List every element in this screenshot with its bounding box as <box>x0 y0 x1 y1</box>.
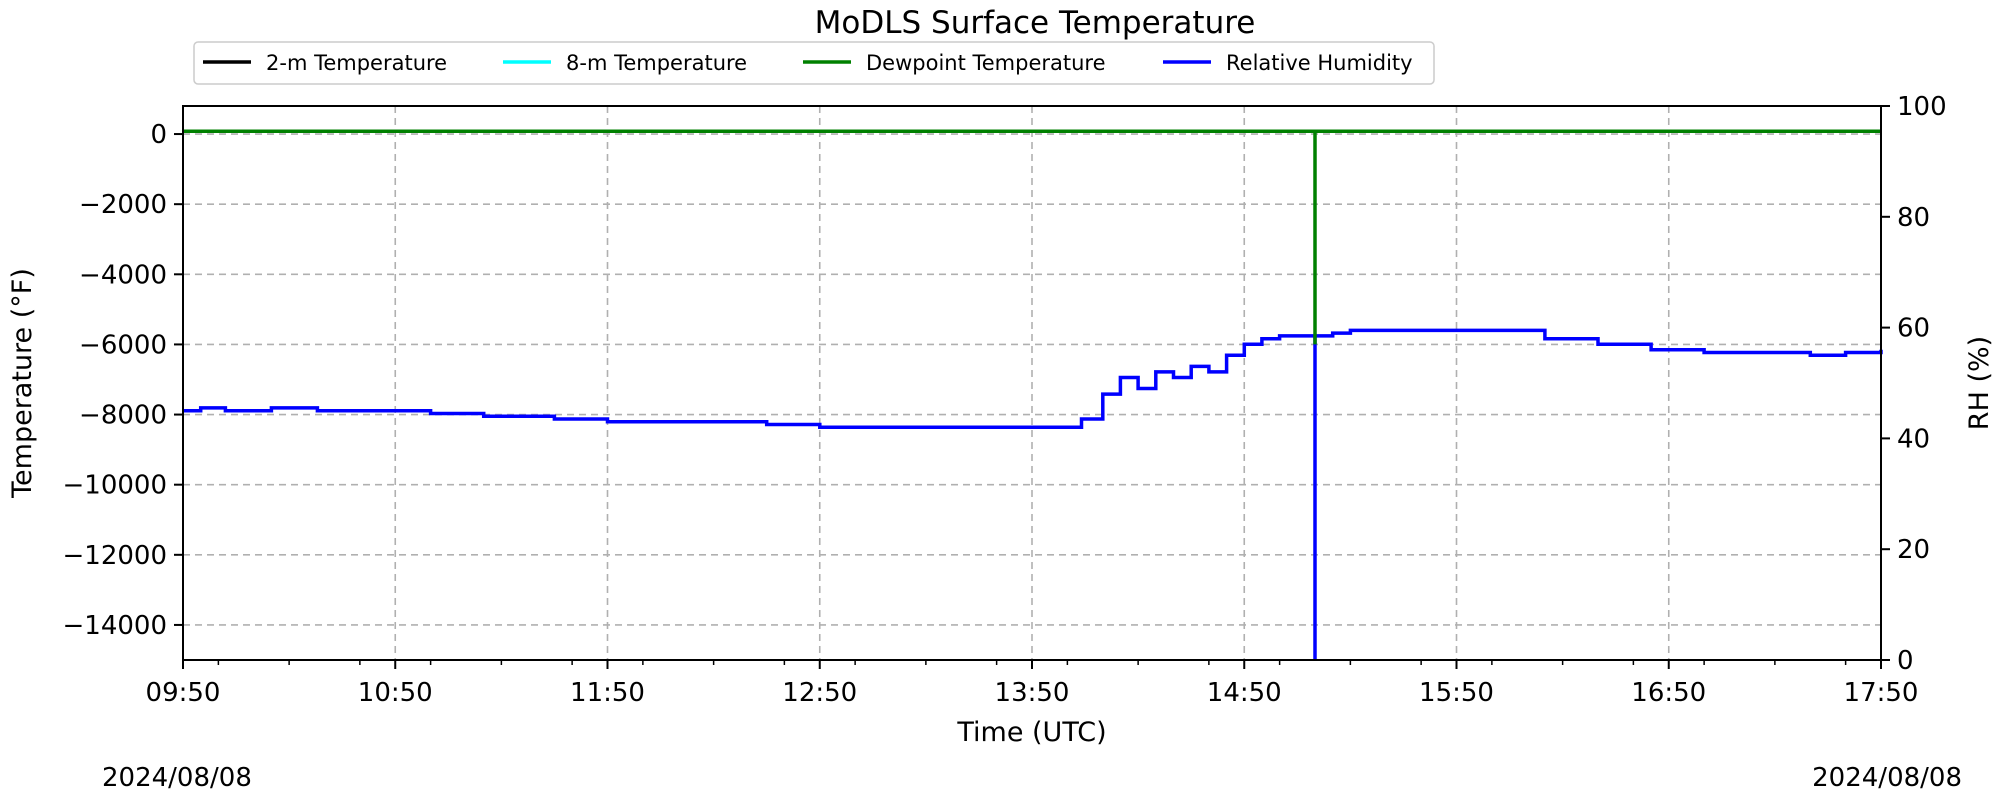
x-axis: 09:50 10:50 11:50 12:50 13:50 14:50 15:50 16:50… <box>146 660 1919 708</box>
y-tick-label: −4000 <box>79 260 167 290</box>
y-tick-label: −2000 <box>79 190 167 220</box>
series-line-relative-humidity <box>183 328 1883 660</box>
x-tick-label: 12:50 <box>782 678 857 708</box>
y-tick-label: 0 <box>150 120 167 150</box>
y2-tick-label: 80 <box>1897 203 1930 233</box>
x-tick-label: 13:50 <box>995 678 1070 708</box>
y2-tick-label: 0 <box>1897 646 1914 676</box>
y-axis-right: 100 80 60 40 20 0 <box>1881 92 1947 676</box>
x-tick-label: 10:50 <box>358 678 433 708</box>
x-tick-label: 16:50 <box>1631 678 1706 708</box>
y-tick-label: −10000 <box>63 471 168 501</box>
x-tick-label: 11:50 <box>570 678 645 708</box>
y-tick-label: −8000 <box>79 401 167 431</box>
y-tick-label: −6000 <box>79 330 167 360</box>
y2-axis-label: RH (%) <box>1964 336 1995 430</box>
legend-label: Relative Humidity <box>1226 51 1413 75</box>
x-tick-label: 15:50 <box>1419 678 1494 708</box>
series-line-dewpoint-temperature <box>183 129 1881 345</box>
y2-tick-label: 60 <box>1897 314 1930 344</box>
legend-label: Dewpoint Temperature <box>866 51 1106 75</box>
date-right: 2024/08/08 <box>1812 763 1962 793</box>
date-left: 2024/08/08 <box>102 763 252 793</box>
plot-lines <box>183 129 1883 660</box>
x-tick-label: 09:50 <box>146 678 221 708</box>
chart-title: MoDLS Surface Temperature <box>815 5 1256 41</box>
y2-tick-label: 20 <box>1897 535 1930 565</box>
x-tick-label: 17:50 <box>1844 678 1919 708</box>
y-tick-label: −14000 <box>63 611 168 641</box>
legend-label: 2-m Temperature <box>266 51 447 75</box>
x-axis-label: Time (UTC) <box>956 717 1106 748</box>
y2-tick-label: 40 <box>1897 424 1930 454</box>
legend-label: 8-m Temperature <box>566 51 747 75</box>
legend: 2-m Temperature 8-m Temperature Dewpoint T… <box>193 41 1435 85</box>
x-tick-label: 14:50 <box>1207 678 1282 708</box>
y-axis-label: Temperature (°F) <box>7 268 38 499</box>
y-axis-left: 0 −2000 −4000 −6000 −8000 −10000 −12000 −14000 <box>63 120 183 641</box>
y-tick-label: −12000 <box>63 541 168 571</box>
y2-tick-label: 100 <box>1897 92 1947 122</box>
